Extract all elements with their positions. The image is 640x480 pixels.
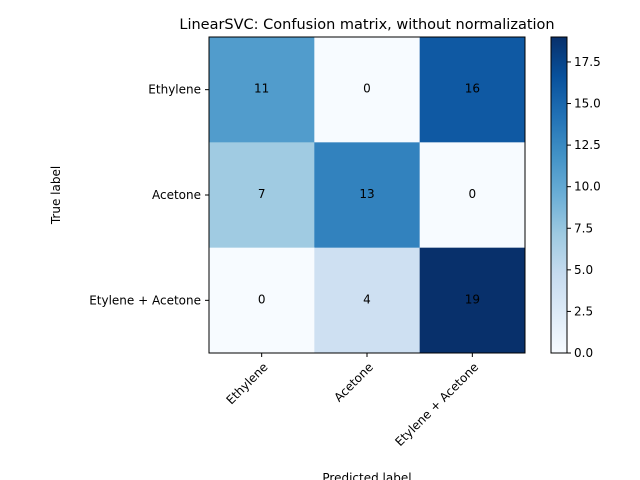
heatmap-cell: [314, 37, 421, 143]
y-axis-label: True label: [49, 166, 63, 225]
colorbar-tick-label: 17.5: [574, 55, 601, 69]
cell-value-label: 11: [254, 82, 269, 96]
y-tick-label: Acetone: [152, 188, 201, 202]
colorbar-tick-label: 0.0: [574, 346, 593, 360]
colorbar: [550, 36, 568, 354]
heatmap-cells: [209, 37, 526, 354]
heatmap-cell: [419, 142, 526, 249]
cell-value-label: 0: [258, 292, 266, 306]
x-axis-label: Predicted label: [322, 471, 411, 480]
cell-value-label: 19: [465, 292, 480, 306]
cell-value-label: 16: [465, 82, 480, 96]
heatmap-cell: [419, 247, 526, 354]
y-tick-label: Ethylene: [148, 83, 201, 97]
cell-value-label: 0: [469, 187, 477, 201]
heatmap-cell: [314, 247, 421, 354]
chart-title: LinearSVC: Confusion matrix, without nor…: [179, 17, 554, 33]
cell-value-label: 4: [363, 292, 371, 306]
colorbar-tick-label: 7.5: [574, 221, 593, 235]
colorbar-tick-label: 10.0: [574, 180, 601, 194]
heatmap-cell: [209, 247, 315, 354]
cell-value-label: 7: [258, 187, 266, 201]
y-tick-label: Etylene + Acetone: [89, 293, 201, 307]
cell-value-label: 13: [359, 187, 374, 201]
heatmap-cell-labels: 11 0 16 7 13 0 0 4 19: [254, 82, 480, 307]
y-axis-ticks: Ethylene Acetone Etylene + Acetone: [89, 83, 209, 307]
colorbar-tick-label: 5.0: [574, 263, 593, 277]
heatmap-cell: [314, 142, 421, 249]
colorbar-tick-label: 2.5: [574, 304, 593, 318]
colorbar-tick-label: 15.0: [574, 97, 601, 111]
heatmap-cell: [209, 37, 315, 143]
colorbar-tick-label: 12.5: [574, 138, 601, 152]
heatmap-cell: [209, 142, 315, 249]
colorbar-ticks: 0.0 2.5 5.0 7.5 10.0 12.5 15.0 17.5: [567, 55, 601, 360]
cell-value-label: 0: [363, 82, 371, 96]
heatmap-cell: [419, 37, 526, 143]
